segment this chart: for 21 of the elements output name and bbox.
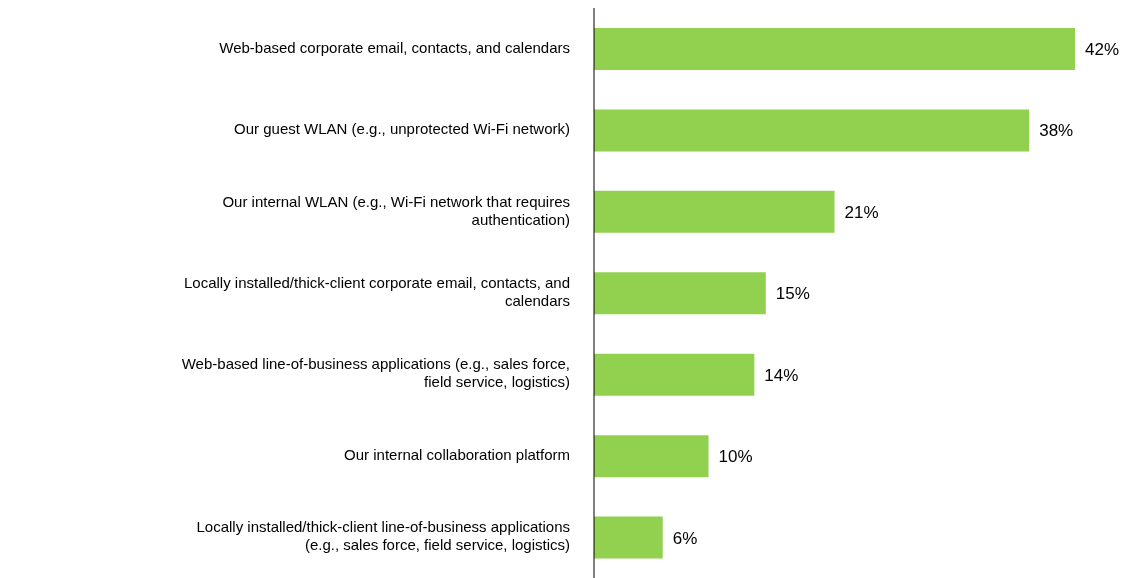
bar bbox=[594, 190, 835, 233]
bar bbox=[594, 272, 766, 315]
y-tick-label: Our internal WLAN (e.g., Wi-Fi network that requires authentication) bbox=[222, 192, 570, 228]
bar bbox=[594, 28, 1075, 70]
bar bbox=[594, 109, 1030, 152]
y-tick-label: Web-based line-of-business applications (e.g., sales force, field service, logistics) bbox=[181, 355, 570, 391]
y-tick-label: Web-based corporate email, contacts, and calendars bbox=[219, 38, 570, 56]
bar bbox=[594, 435, 709, 478]
data-label: 15% bbox=[775, 284, 810, 304]
data-label: 21% bbox=[844, 202, 879, 222]
data-label: 38% bbox=[1039, 121, 1074, 141]
data-label: 10% bbox=[718, 447, 753, 467]
data-label: 42% bbox=[1085, 40, 1120, 60]
y-tick-label: Our guest WLAN (e.g., unprotected Wi-Fi network) bbox=[234, 120, 570, 138]
bar bbox=[594, 516, 663, 559]
y-tick-label: Our internal collaboration platform bbox=[344, 445, 570, 463]
data-label: 14% bbox=[764, 365, 799, 385]
data-label: 6% bbox=[672, 528, 698, 548]
y-tick-label: Locally installed/thick-client line-of-business applications (e.g., sales force, field service, logistics) bbox=[196, 518, 570, 554]
bar bbox=[594, 353, 755, 396]
y-tick-label: Locally installed/thick-client corporate email, contacts, and calendars bbox=[183, 273, 570, 309]
